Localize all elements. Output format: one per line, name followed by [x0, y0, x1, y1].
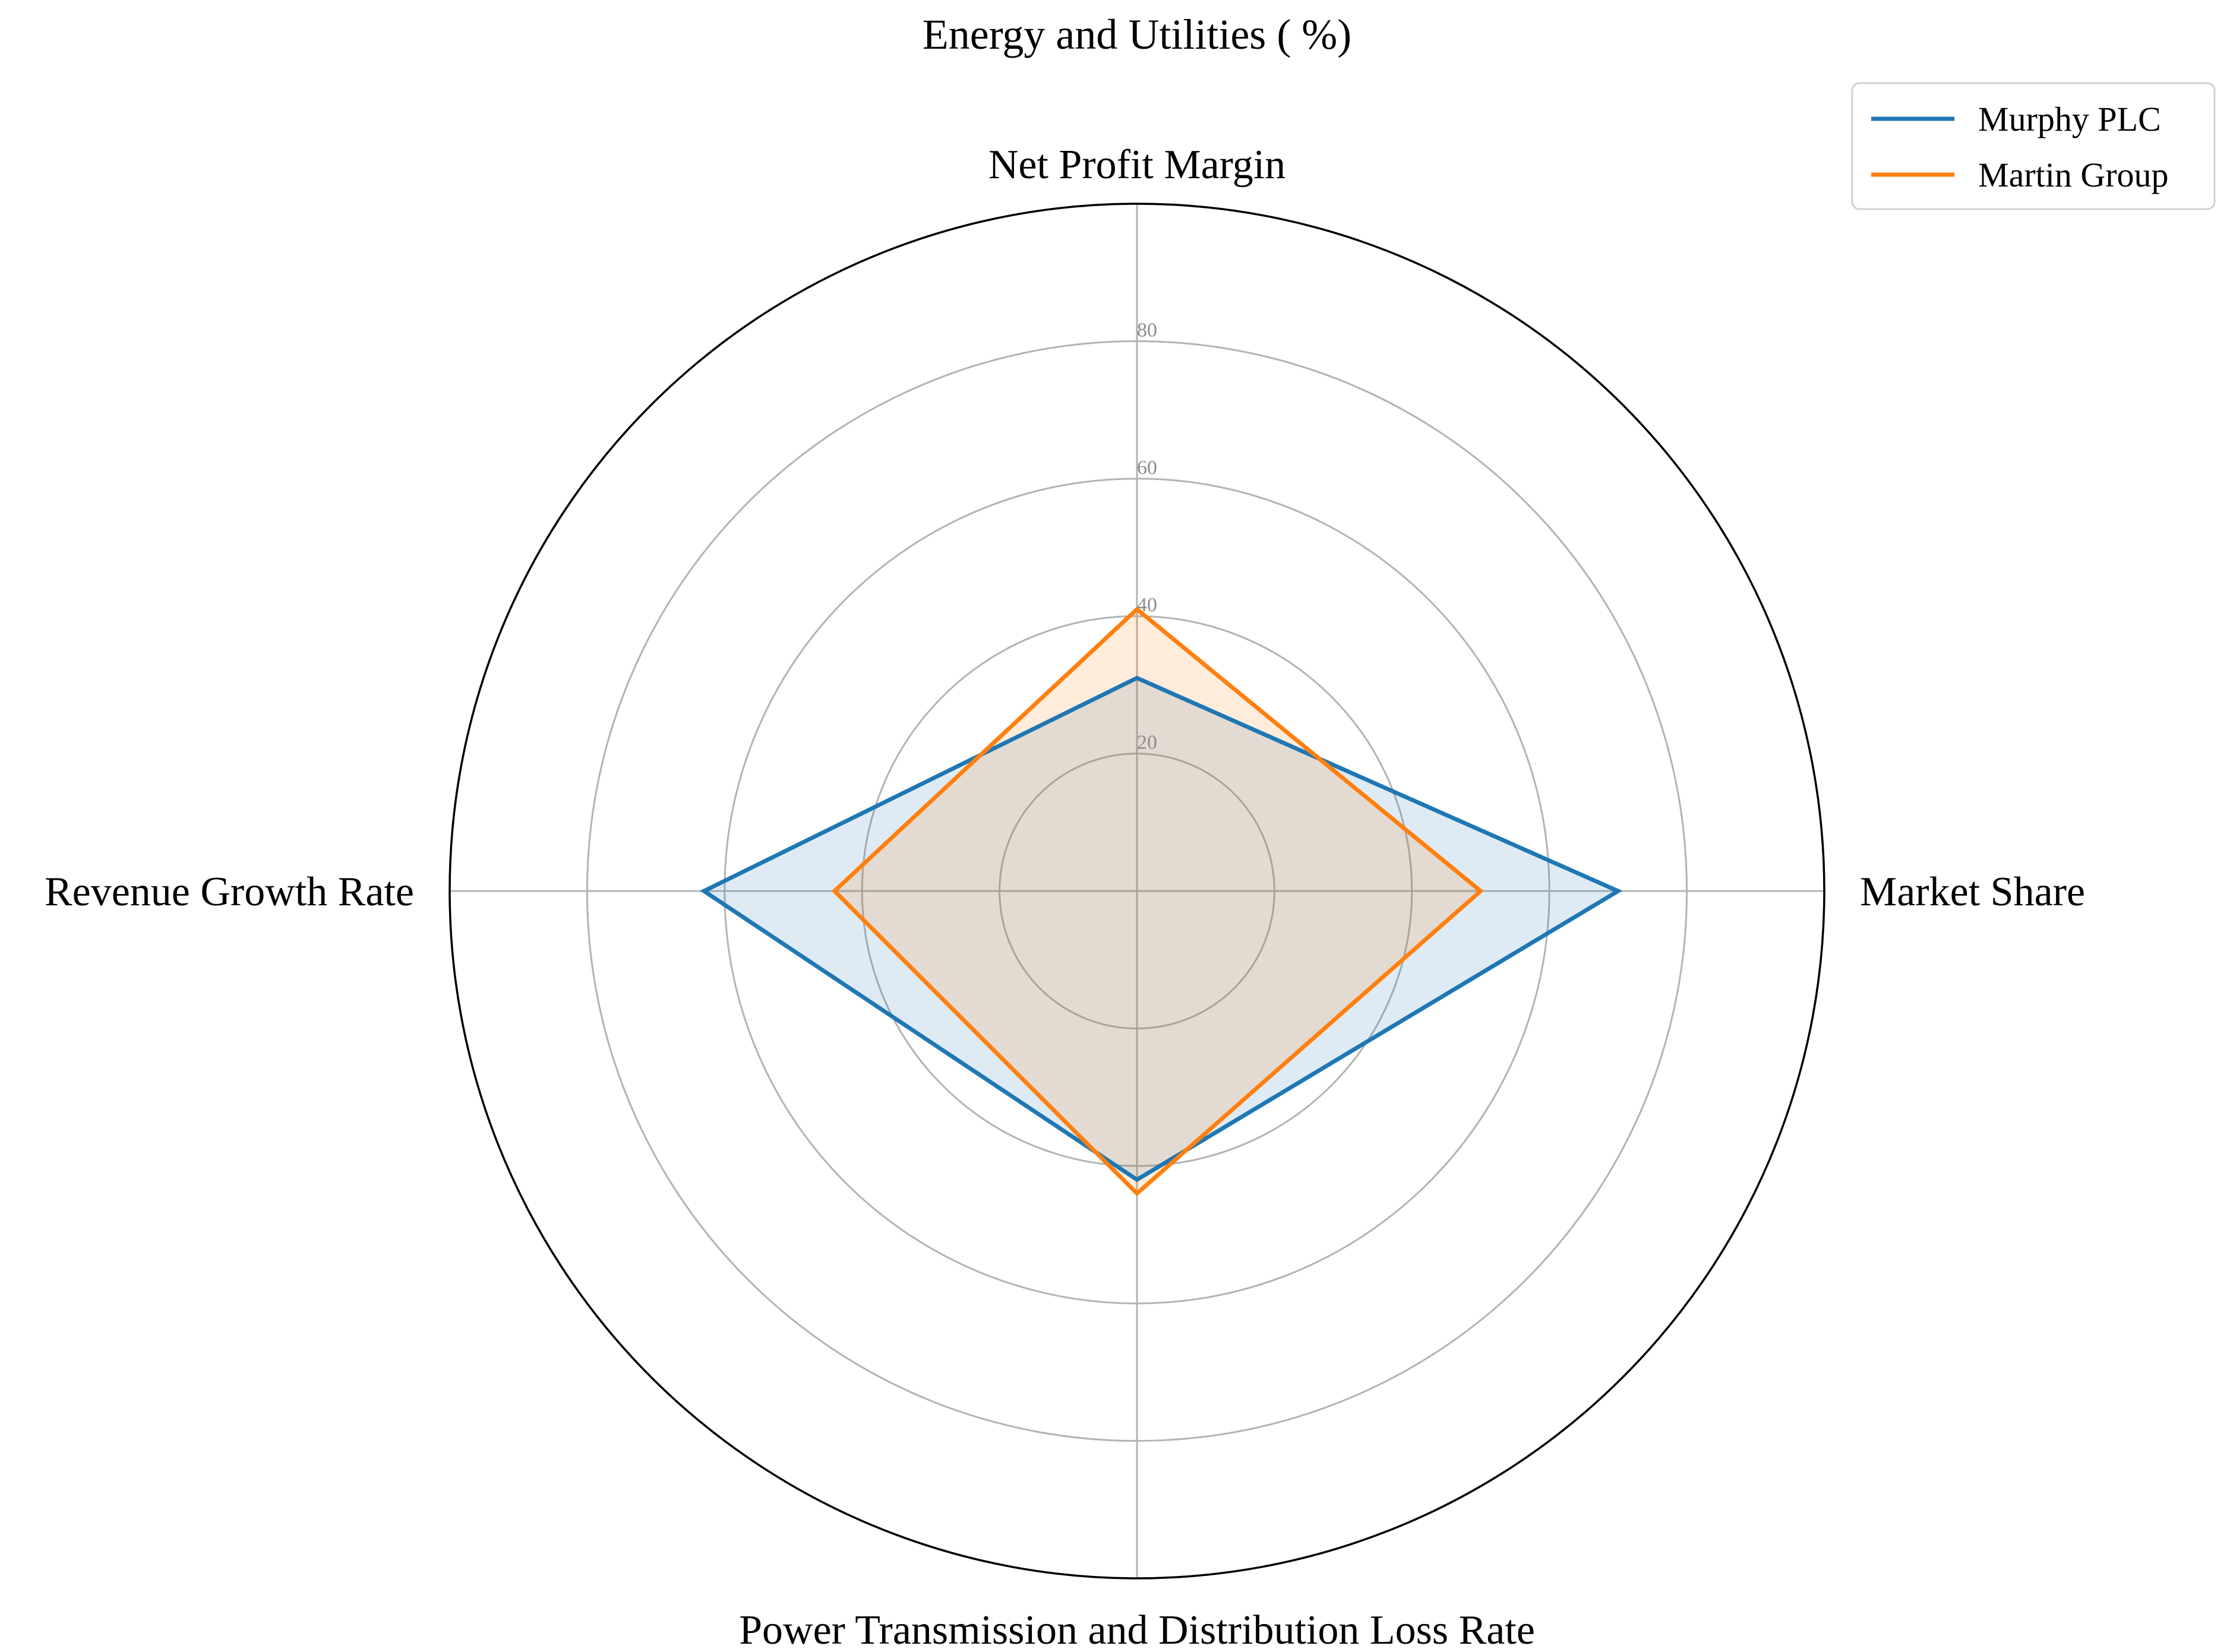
- tick-label-80: 80: [1137, 319, 1157, 341]
- series-fill-0: [704, 678, 1618, 1180]
- axis-label-layer: Net Profit Margin Market Share Power Trans…: [45, 142, 2085, 1652]
- tick-label-40: 40: [1137, 594, 1157, 616]
- axis-label-3: Revenue Growth Rate: [45, 869, 414, 915]
- legend-label-martin-group: Martin Group: [1978, 156, 2169, 194]
- tick-label-layer: 20 40 60 80: [1137, 319, 1157, 753]
- tick-label-20: 20: [1137, 732, 1157, 754]
- grid-layer: [448, 203, 1825, 1580]
- axis-label-1: Market Share: [1860, 869, 2085, 915]
- series-line-0: [700, 675, 1623, 1183]
- axis-label-0: Net Profit Margin: [988, 142, 1285, 188]
- legend-frame: [1851, 82, 2216, 210]
- series-fill-1: [834, 609, 1481, 1194]
- legend: Murphy PLC Martin Group: [1851, 82, 2216, 210]
- series-layer: [700, 606, 1623, 1196]
- tick-label-60: 60: [1137, 457, 1157, 479]
- axis-label-2: Power Transmission and Distribution Loss…: [739, 1607, 1535, 1649]
- polar-frame: [448, 203, 1825, 1580]
- chart-title: Energy and Utilities ( %): [923, 11, 1352, 58]
- legend-label-murphy-plc: Murphy PLC: [1978, 100, 2161, 138]
- series-line-1: [831, 606, 1484, 1196]
